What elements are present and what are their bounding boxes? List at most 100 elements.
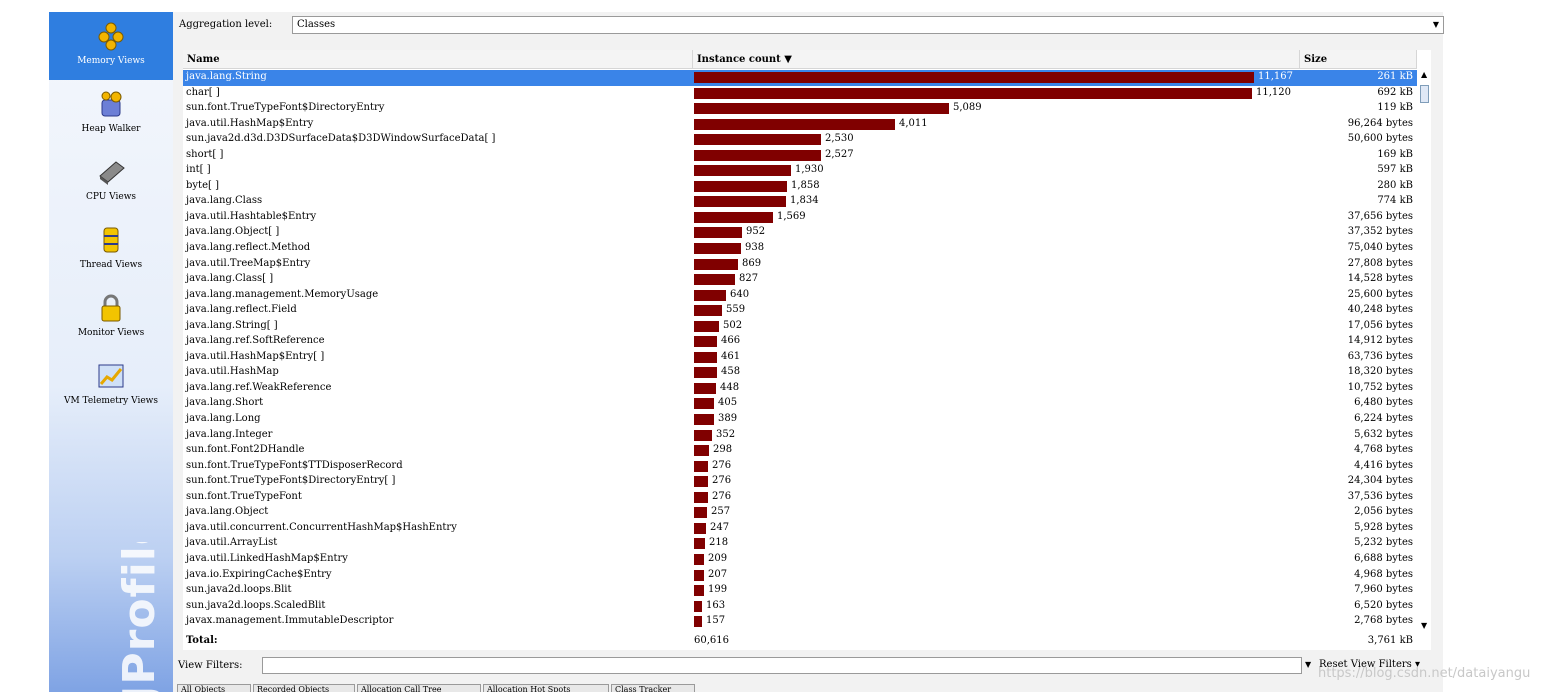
table-row[interactable]: byte[ ] 1,858 280 kB (183, 179, 1417, 195)
table-row[interactable]: java.lang.ref.SoftReference 466 14,912 byt… (183, 334, 1417, 350)
size-cell: 597 kB (1377, 164, 1413, 176)
size-cell: 63,736 bytes (1347, 350, 1413, 362)
table-row[interactable]: java.lang.Class[ ] 827 14,528 bytes (183, 272, 1417, 288)
table-row[interactable]: java.lang.reflect.Field 559 40,248 bytes (183, 303, 1417, 319)
table-row[interactable]: short[ ] 2,527 169 kB (183, 148, 1417, 164)
class-name-cell: sun.java2d.d3d.D3DSurfaceData$D3DWindowS… (186, 133, 496, 145)
scroll-up-icon[interactable]: ▲ (1421, 70, 1428, 79)
table-row[interactable]: int[ ] 1,930 597 kB (183, 163, 1417, 179)
tab-all-objects[interactable]: All Objects (177, 684, 251, 692)
table-row[interactable]: java.lang.Long 389 6,224 bytes (183, 412, 1417, 428)
instance-count-value: 466 (721, 335, 741, 347)
class-name-cell: sun.font.TrueTypeFont$DirectoryEntry (186, 102, 385, 114)
size-cell: 169 kB (1377, 148, 1413, 160)
filter-dropdown-icon[interactable]: ▼ (1305, 660, 1312, 669)
class-name-cell: java.lang.Class[ ] (186, 273, 274, 285)
instance-count-bar (694, 103, 949, 115)
size-cell: 18,320 bytes (1347, 366, 1413, 378)
instance-count-value: 5,089 (953, 102, 982, 114)
sidebar-item-vm-telemetry-views[interactable]: VM Telemetry Views (49, 352, 173, 420)
table-header: Name Instance count ▼ Size (183, 50, 1417, 69)
instance-count-bar (694, 429, 712, 441)
table-row[interactable]: java.lang.Object[ ] 952 37,352 bytes (183, 225, 1417, 241)
instance-count-bar (694, 227, 742, 239)
table-row[interactable]: java.util.ArrayList 218 5,232 bytes (183, 536, 1417, 552)
class-name-cell: java.lang.ref.SoftReference (186, 335, 325, 347)
size-cell: 280 kB (1377, 179, 1413, 191)
sidebar-item-memory-views[interactable]: Memory Views (49, 12, 173, 80)
instance-count-bar (694, 180, 787, 192)
table-row[interactable]: char[ ] 11,120 692 kB (183, 86, 1417, 102)
table-row[interactable]: java.util.HashMap 458 18,320 bytes (183, 365, 1417, 381)
view-filters-input[interactable] (262, 657, 1302, 674)
size-cell: 24,304 bytes (1347, 475, 1413, 487)
table-row[interactable]: sun.font.TrueTypeFont$DirectoryEntry[ ] 2… (183, 474, 1417, 490)
sidebar-item-thread-views[interactable]: Thread Views (49, 216, 173, 284)
table-row[interactable]: java.util.Hashtable$Entry 1,569 37,656 byt… (183, 210, 1417, 226)
table-row[interactable]: java.util.HashMap$Entry 4,011 96,264 bytes (183, 117, 1417, 133)
table-row[interactable]: java.lang.Class 1,834 774 kB (183, 194, 1417, 210)
table-row[interactable]: java.lang.String 11,167 261 kB (183, 70, 1417, 86)
table-row[interactable]: java.util.concurrent.ConcurrentHashMap$H… (183, 521, 1417, 537)
sidebar-item-cpu-views[interactable]: CPU Views (49, 148, 173, 216)
instance-count-value: 247 (710, 521, 730, 533)
table-row[interactable]: java.lang.Integer 352 5,632 bytes (183, 428, 1417, 444)
column-header-instance-count[interactable]: Instance count ▼ (693, 50, 1300, 69)
table-row[interactable]: java.lang.String[ ] 502 17,056 bytes (183, 319, 1417, 335)
column-header-size[interactable]: Size (1300, 50, 1417, 69)
class-name-cell: sun.font.Font2DHandle (186, 444, 305, 456)
table-row[interactable]: sun.font.TrueTypeFont$TTDisposerRecord 27… (183, 459, 1417, 475)
table-row[interactable]: sun.java2d.d3d.D3DSurfaceData$D3DWindowS… (183, 132, 1417, 148)
scroll-down-icon[interactable]: ▼ (1421, 621, 1428, 630)
size-cell: 14,912 bytes (1347, 335, 1413, 347)
instance-count-value: 11,167 (1258, 71, 1293, 82)
size-cell: 6,480 bytes (1354, 397, 1413, 409)
tab-allocation-hot-spots[interactable]: Allocation Hot Spots (483, 684, 609, 692)
table-row[interactable]: sun.java2d.loops.Blit 199 7,960 bytes (183, 583, 1417, 599)
instance-count-value: 163 (706, 599, 726, 611)
table-row[interactable]: sun.font.TrueTypeFont$DirectoryEntry 5,08… (183, 101, 1417, 117)
vertical-scrollbar[interactable]: ▲ ▼ (1419, 70, 1431, 630)
reset-view-filters-button[interactable]: Reset View Filters ▾ (1319, 659, 1420, 670)
table-row[interactable]: sun.font.TrueTypeFont 276 37,536 bytes (183, 490, 1417, 506)
table-row[interactable]: java.util.TreeMap$Entry 869 27,808 bytes (183, 257, 1417, 273)
class-name-cell: char[ ] (186, 86, 220, 98)
tab-allocation-call-tree[interactable]: Allocation Call Tree (357, 684, 481, 692)
instance-count-value: 276 (712, 490, 732, 502)
instance-count-value: 502 (723, 319, 743, 331)
table-row[interactable]: sun.java2d.loops.ScaledBlit 163 6,520 byte… (183, 599, 1417, 615)
table-row[interactable]: java.lang.Object 257 2,056 bytes (183, 505, 1417, 521)
monitor-views-icon (101, 294, 121, 322)
instance-count-value: 257 (711, 506, 731, 518)
table-row[interactable]: sun.font.Font2DHandle 298 4,768 bytes (183, 443, 1417, 459)
table-row[interactable]: java.util.LinkedHashMap$Entry 209 6,688 by… (183, 552, 1417, 568)
size-cell: 25,600 bytes (1347, 288, 1413, 300)
size-cell: 10,752 bytes (1347, 381, 1413, 393)
table-row[interactable]: java.lang.reflect.Method 938 75,040 bytes (183, 241, 1417, 257)
sidebar-item-monitor-views[interactable]: Monitor Views (49, 284, 173, 352)
class-instance-table: Name Instance count ▼ Size java.lang.Str… (183, 50, 1431, 650)
sidebar-item-label: Monitor Views (77, 328, 145, 338)
table-row[interactable]: java.lang.Short 405 6,480 bytes (183, 396, 1417, 412)
instance-count-bar (694, 134, 821, 146)
tab-class-tracker[interactable]: Class Tracker (611, 684, 695, 692)
table-row[interactable]: java.io.ExpiringCache$Entry 207 4,968 byte… (183, 568, 1417, 584)
table-row[interactable]: java.util.HashMap$Entry[ ] 461 63,736 byte… (183, 350, 1417, 366)
total-row: Total: 60,616 3,761 kB (183, 633, 1417, 649)
instance-count-value: 938 (745, 242, 765, 254)
scrollbar-thumb[interactable] (1420, 85, 1429, 103)
aggregation-level-select[interactable]: Classes ▼ (292, 16, 1444, 34)
table-row[interactable]: java.lang.ref.WeakReference 448 10,752 byt… (183, 381, 1417, 397)
table-row[interactable]: java.lang.management.MemoryUsage 640 25,60… (183, 288, 1417, 304)
table-row[interactable]: javax.management.ImmutableDescriptor 157 2… (183, 614, 1417, 630)
instance-count-value: 2,530 (825, 133, 854, 145)
sidebar-item-heap-walker[interactable]: Heap Walker (49, 80, 173, 148)
instance-count-value: 952 (746, 226, 766, 238)
size-cell: 119 kB (1377, 102, 1413, 114)
column-header-name[interactable]: Name (183, 50, 693, 69)
class-name-cell: java.util.HashMap$Entry (186, 117, 314, 129)
tab-recorded-objects[interactable]: Recorded Objects (253, 684, 355, 692)
instance-count-bar (694, 118, 895, 130)
instance-count-bar (694, 289, 726, 301)
class-name-cell: int[ ] (186, 164, 211, 176)
